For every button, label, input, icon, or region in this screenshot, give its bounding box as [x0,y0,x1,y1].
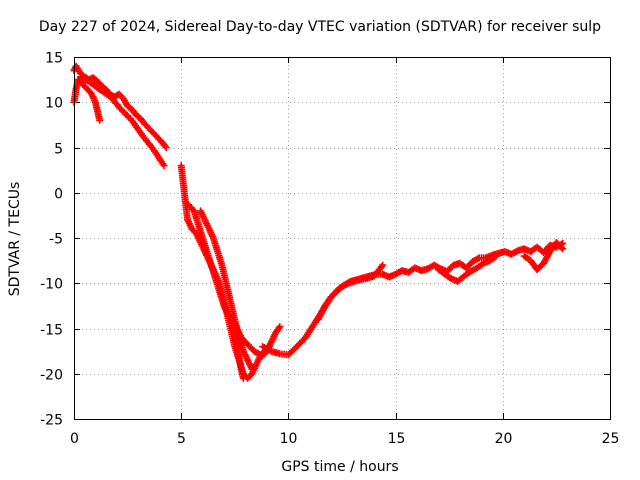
series-sat-group-b [70,76,104,124]
plus-marker [559,245,567,253]
x-tick-label: 20 [495,431,513,447]
plus-marker [162,144,170,151]
series-sat-group-i [314,239,567,323]
x-tick-label: 25 [602,431,620,447]
plus-marker [96,116,104,124]
x-tick-label: 15 [388,431,406,447]
plus-marker [239,374,247,382]
data-points [70,62,567,382]
plus-marker [160,162,168,170]
x-axis-title: GPS time / hours [281,459,398,475]
y-tick-label: -20 [40,368,63,384]
plus-marker [379,261,387,269]
series-sat-group-k [520,239,567,274]
y-tick-label: -25 [40,413,63,429]
x-tick-label: 10 [280,431,298,447]
chart-title: Day 227 of 2024, Sidereal Day-to-day VTE… [39,19,601,35]
tick-labels: 0 5 10 15 20 25 15 10 5 0 -5 -10 -15 -20 -25 [40,51,619,448]
y-tick-label: 0 [54,187,63,203]
plus-marker [248,365,256,373]
plus-marker [276,323,284,331]
y-tick-label: 10 [45,96,63,112]
series-sat-group-g [229,315,247,382]
y-tick-label: 5 [54,142,63,158]
y-tick-label: -5 [49,232,63,248]
y-tick-label: -15 [40,323,63,339]
series-sat-group-f [197,207,256,373]
grid [74,57,610,419]
x-tick-label: 5 [177,431,186,447]
plot-frame [74,57,611,420]
y-tick-label: -10 [40,277,63,293]
plus-marker [161,142,169,150]
x-tick-label: 0 [70,431,79,447]
plus-marker [558,244,565,252]
series-sat-group-j [435,252,500,285]
plus-marker [492,252,500,260]
series-sat-group-c [76,73,168,170]
y-axis-title: SDTVAR / TECUs [7,182,23,297]
y-tick-label: 15 [45,51,63,67]
